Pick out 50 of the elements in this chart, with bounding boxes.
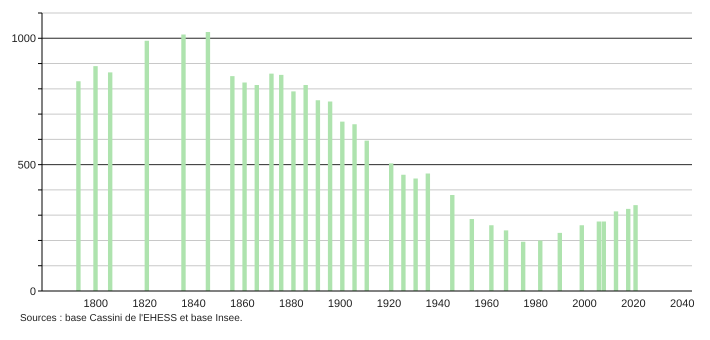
bar	[254, 85, 259, 291]
bar	[426, 173, 430, 291]
x-tick-label: 1960	[474, 298, 499, 310]
x-tick-label: 1840	[181, 298, 206, 310]
x-tick-label: 1980	[523, 298, 548, 310]
bar	[450, 194, 454, 291]
bar	[328, 101, 332, 291]
y-tick-label: 500	[18, 160, 36, 172]
bar	[230, 76, 235, 291]
bar	[279, 74, 284, 291]
bar	[520, 242, 526, 291]
bar	[538, 240, 542, 291]
x-tick-label: 1820	[132, 298, 157, 310]
bar	[489, 225, 494, 291]
bar	[93, 66, 98, 291]
bar	[291, 91, 296, 291]
bar	[269, 74, 274, 291]
bar	[504, 230, 508, 291]
x-tick-label: 2040	[670, 298, 694, 310]
bar	[76, 81, 81, 291]
bar	[181, 34, 186, 291]
x-tick-label: 1920	[376, 298, 402, 310]
x-tick-label: 2020	[621, 298, 646, 310]
bar	[352, 124, 357, 291]
bar	[303, 85, 308, 291]
bar	[340, 122, 345, 291]
bar	[364, 140, 369, 291]
y-tick-label: 0	[30, 286, 36, 298]
bar	[614, 211, 618, 291]
bar	[413, 178, 418, 291]
bar	[108, 72, 112, 291]
x-tick-label: 1880	[279, 298, 304, 310]
bar	[470, 218, 474, 291]
source-note: Sources : base Cassini de l'EHESS et base Insee.	[20, 313, 244, 324]
bar	[580, 225, 584, 291]
bar	[558, 232, 562, 291]
bar	[633, 205, 638, 291]
x-tick-label: 2000	[572, 298, 597, 310]
x-tick-label: 1940	[426, 298, 450, 310]
bar	[401, 174, 406, 291]
bar	[626, 208, 630, 291]
x-tick-label: 1860	[230, 298, 255, 310]
y-tick-label: 1000	[12, 33, 36, 46]
bar	[144, 40, 150, 291]
bar	[242, 82, 247, 291]
bar	[388, 163, 394, 291]
bar	[206, 32, 210, 291]
bar	[316, 100, 320, 291]
x-tick-label: 1800	[84, 298, 108, 310]
x-tick-label: 1900	[328, 298, 352, 310]
